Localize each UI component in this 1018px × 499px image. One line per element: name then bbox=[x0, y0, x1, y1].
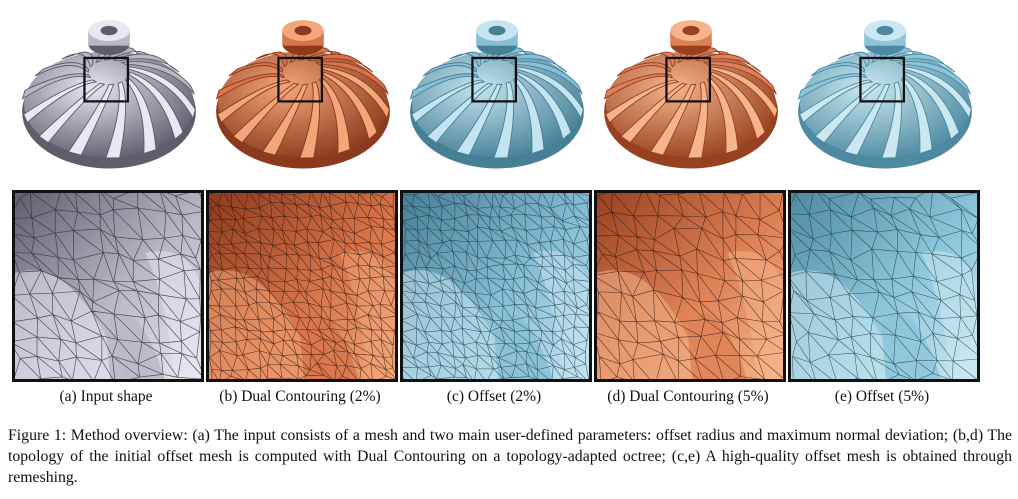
panel-c: (c) Offset (2%) bbox=[396, 0, 600, 405]
impeller-render bbox=[215, 20, 390, 169]
impeller-render bbox=[797, 20, 972, 169]
subfigure-caption: (d) Dual Contouring (5%) bbox=[607, 388, 769, 405]
panel-e: (e) Offset (5%) bbox=[784, 0, 988, 405]
subfigure-caption: (b) Dual Contouring (2%) bbox=[219, 388, 381, 405]
closeup-view bbox=[400, 190, 592, 382]
closeup-view bbox=[594, 190, 786, 382]
subfigure-caption: (a) Input shape bbox=[59, 388, 153, 405]
panel-b: (b) Dual Contouring (2%) bbox=[202, 0, 406, 405]
closeup-view bbox=[788, 190, 980, 382]
impeller-render bbox=[603, 20, 778, 169]
closeup-view bbox=[206, 190, 398, 382]
impeller-render bbox=[21, 20, 196, 169]
panel-d: (d) Dual Contouring (5%) bbox=[590, 0, 794, 405]
figure-caption: Figure 1: Method overview: (a) The input… bbox=[8, 427, 1012, 486]
impeller-render bbox=[409, 20, 584, 169]
panel-a: (a) Input shape bbox=[8, 0, 212, 405]
subfigure-caption: (e) Offset (5%) bbox=[834, 388, 930, 405]
subfigure-caption: (c) Offset (2%) bbox=[446, 388, 542, 405]
closeup-view bbox=[12, 190, 204, 382]
